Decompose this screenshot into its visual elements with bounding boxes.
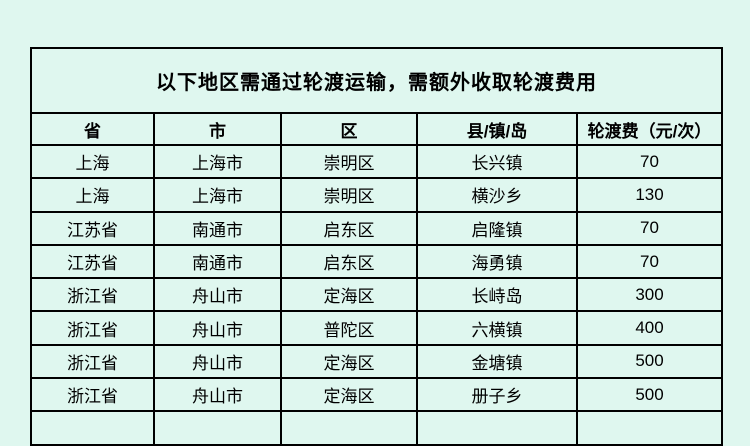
col-header-city: 市 — [153, 112, 282, 146]
table-cell — [30, 410, 155, 446]
table-cell: 130 — [575, 177, 724, 213]
table-title: 以下地区需通过轮渡运输，需额外收取轮渡费用 — [29, 47, 724, 114]
table-header-row: 省 市 区 县/镇/岛 轮渡费（元/次） — [30, 112, 724, 146]
table-cell: 横沙乡 — [416, 177, 578, 213]
table-cell — [416, 410, 578, 446]
table-cell — [153, 410, 282, 446]
table-cell: 长兴镇 — [416, 143, 578, 180]
table-cell: 册子乡 — [416, 377, 578, 413]
table-cell: 浙江省 — [30, 310, 155, 346]
table-cell: 500 — [575, 343, 724, 380]
table-row: 浙江省 舟山市 定海区 长峙岛 300 — [30, 277, 724, 313]
table-cell: 上海 — [30, 177, 155, 213]
table-row: 上海 上海市 崇明区 横沙乡 130 — [30, 177, 724, 213]
col-header-district: 区 — [280, 112, 418, 146]
table-row: 上海 上海市 崇明区 长兴镇 70 — [30, 143, 724, 180]
col-header-town-island: 县/镇/岛 — [416, 112, 578, 146]
table-cell: 上海市 — [153, 177, 282, 213]
table-cell: 南通市 — [153, 210, 282, 246]
table-cell: 上海 — [30, 143, 155, 180]
table-row: 浙江省 舟山市 普陀区 六横镇 400 — [30, 310, 724, 346]
table-row: 浙江省 舟山市 定海区 金塘镇 500 — [30, 343, 724, 380]
table-cell: 500 — [575, 377, 724, 413]
table-row: 江苏省 南通市 启东区 启隆镇 70 — [30, 210, 724, 246]
table-cell: 南通市 — [153, 243, 282, 280]
table-cell: 舟山市 — [153, 277, 282, 313]
table-cell: 江苏省 — [30, 210, 155, 246]
table-body: 上海 上海市 崇明区 长兴镇 70 上海 上海市 崇明区 横沙乡 130 江苏省 南通市 启东区 启隆镇 7… — [30, 143, 724, 446]
table-cell: 70 — [575, 243, 724, 280]
table-title-row: 以下地区需通过轮渡运输，需额外收取轮渡费用 — [29, 47, 724, 114]
table-cell: 舟山市 — [153, 310, 282, 346]
table-cell — [280, 410, 418, 446]
table-cell: 崇明区 — [280, 143, 418, 180]
table-cell: 舟山市 — [153, 343, 282, 380]
table-cell: 普陀区 — [280, 310, 418, 346]
table-cell: 启东区 — [280, 210, 418, 246]
table-cell: 舟山市 — [153, 377, 282, 413]
table-cell: 浙江省 — [30, 277, 155, 313]
col-header-ferry-fee: 轮渡费（元/次） — [575, 112, 724, 146]
table-cell: 六横镇 — [416, 310, 578, 346]
table-cell: 崇明区 — [280, 177, 418, 213]
table-cell: 定海区 — [280, 343, 418, 380]
table-cell: 海勇镇 — [416, 243, 578, 280]
table-cell: 启东区 — [280, 243, 418, 280]
table-cell: 长峙岛 — [416, 277, 578, 313]
page: { "colors": { "background": "#dff7ef", "… — [29, 47, 724, 446]
col-header-province: 省 — [30, 112, 155, 146]
table-cell — [575, 410, 724, 446]
table-row — [30, 410, 724, 446]
ferry-fee-table: 以下地区需通过轮渡运输，需额外收取轮渡费用 省 市 区 县/镇/岛 轮渡费（元/… — [29, 47, 724, 446]
table-cell: 70 — [575, 143, 724, 180]
table-cell: 70 — [575, 210, 724, 246]
table-cell: 定海区 — [280, 277, 418, 313]
table-cell: 400 — [575, 310, 724, 346]
table-cell: 浙江省 — [30, 343, 155, 380]
table-row: 浙江省 舟山市 定海区 册子乡 500 — [30, 377, 724, 413]
table-row: 江苏省 南通市 启东区 海勇镇 70 — [30, 243, 724, 280]
table-cell: 定海区 — [280, 377, 418, 413]
table-cell: 浙江省 — [30, 377, 155, 413]
table-cell: 上海市 — [153, 143, 282, 180]
table-cell: 江苏省 — [30, 243, 155, 280]
table-cell: 金塘镇 — [416, 343, 578, 380]
table-cell: 启隆镇 — [416, 210, 578, 246]
table-cell: 300 — [575, 277, 724, 313]
